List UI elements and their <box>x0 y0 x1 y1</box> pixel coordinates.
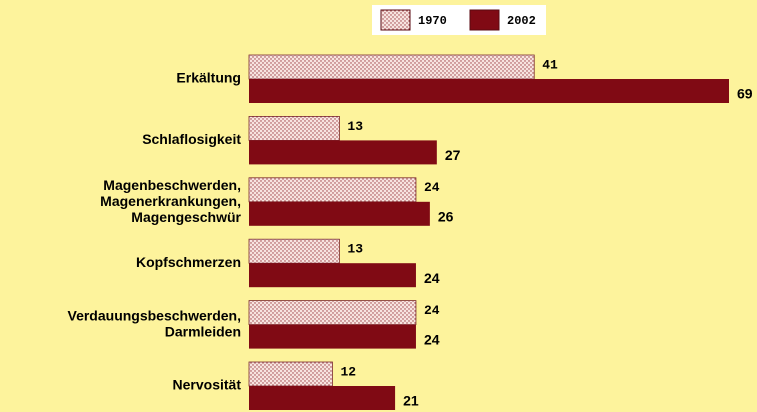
value-label: 12 <box>340 364 356 379</box>
bar <box>249 386 396 410</box>
legend-swatch <box>469 9 500 31</box>
bar <box>248 54 535 80</box>
bar <box>248 116 340 141</box>
category-label: Schlaflosigkeit <box>142 131 241 147</box>
value-label: 27 <box>445 147 461 163</box>
category-label: Verdauungsbeschwerden, Darmleiden <box>68 307 242 339</box>
value-label: 41 <box>542 57 558 72</box>
category-label: Erkältung <box>176 70 241 86</box>
value-label: 24 <box>424 303 440 318</box>
value-label: 13 <box>347 242 363 257</box>
bar <box>249 263 416 288</box>
bar <box>249 79 729 103</box>
bar <box>248 300 417 326</box>
value-label: 26 <box>438 209 454 225</box>
bar <box>249 324 416 349</box>
bar <box>248 177 417 203</box>
value-label: 24 <box>424 270 440 286</box>
value-label: 69 <box>737 86 753 102</box>
category-label: Nervosität <box>173 377 242 393</box>
bar <box>248 361 333 387</box>
value-label: 24 <box>424 180 440 195</box>
category-label: Kopfschmerzen <box>136 254 241 270</box>
category-label: Magenbeschwerden, Magenerkrankungen, Magen… <box>100 177 241 225</box>
legend-swatch <box>380 9 411 31</box>
value-label: 21 <box>403 393 419 409</box>
value-label: 13 <box>347 119 363 134</box>
value-label: 24 <box>424 331 440 347</box>
legend-label: 1970 <box>418 14 447 28</box>
bar <box>248 238 340 264</box>
bar <box>249 201 430 226</box>
bar <box>249 140 437 165</box>
legend-label: 2002 <box>507 14 536 28</box>
